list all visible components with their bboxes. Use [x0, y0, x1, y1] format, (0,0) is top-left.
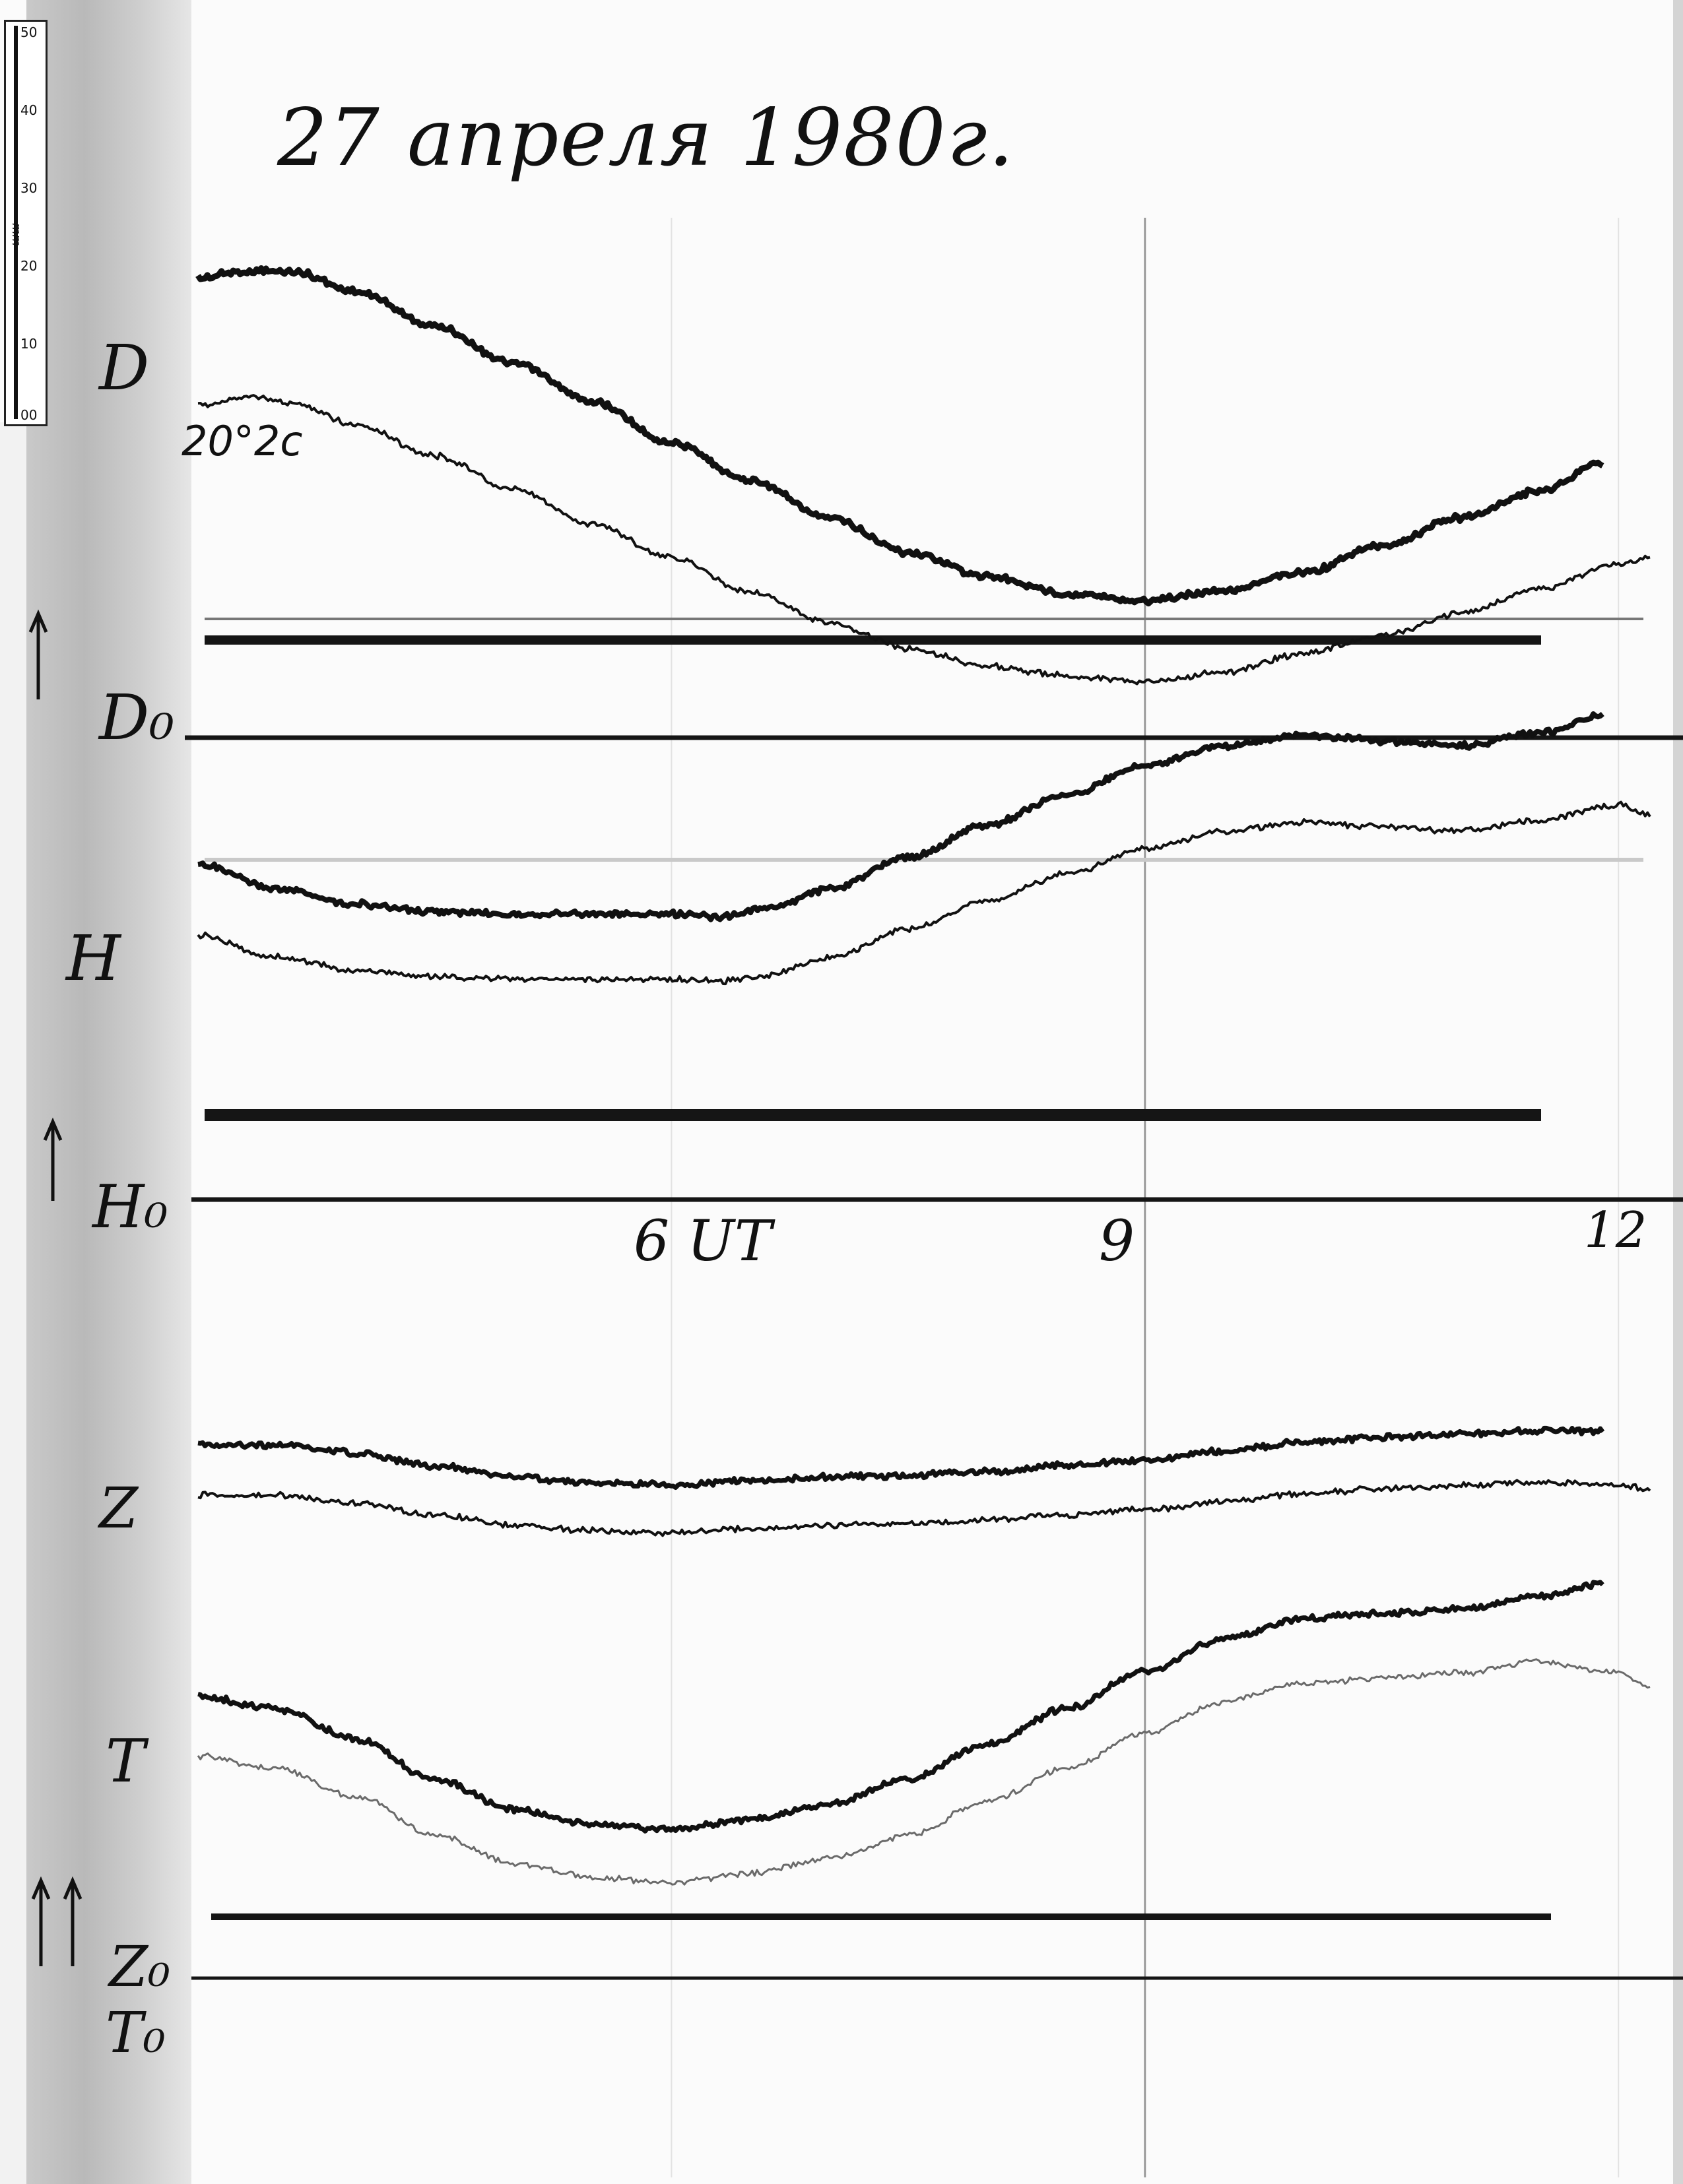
left-paper-edge	[0, 422, 26, 2184]
arrow-H-scale	[43, 1117, 63, 1201]
scale-annotation: 20°2c	[182, 417, 302, 465]
channel-label-D: D	[98, 332, 149, 404]
baselines	[185, 618, 1683, 1980]
traces	[195, 265, 1651, 1886]
trace-d	[195, 265, 1604, 607]
trace-h-second-trace	[197, 800, 1651, 986]
x-tick-label-9: 9	[1099, 1209, 1135, 1274]
right-paper-edge	[1673, 0, 1683, 2184]
scale-ruler: 50 40 30 20 10 00 mm	[4, 20, 48, 426]
trace-z-second-trace	[197, 1479, 1651, 1537]
x-tick-label-6: 6 UT	[634, 1209, 776, 1274]
left-film-strip	[26, 0, 191, 2184]
channel-label-Z: Z	[97, 1476, 139, 1541]
channel-label-T: T	[106, 1727, 149, 1796]
channel-label-H: H	[65, 922, 122, 995]
channel-label-H0: H₀	[91, 1172, 168, 1242]
trace-t	[197, 1580, 1604, 1834]
ruler-tick-50: 50	[20, 24, 38, 40]
channel-label-T0: T₀	[106, 2001, 166, 2066]
trace-z	[197, 1425, 1605, 1490]
ruler-bar	[14, 26, 18, 419]
ruler-tick-40: 40	[20, 102, 38, 118]
channel-label-Z0: Z₀	[107, 1935, 170, 2000]
chart-title: 27 апреля 1980г.	[277, 92, 1015, 184]
scale-arrows	[28, 609, 82, 1966]
trace-t-second-trace	[197, 1658, 1651, 1886]
ruler-tick-00: 00	[20, 407, 38, 423]
trace-h	[197, 711, 1604, 922]
ruler-tick-20: 20	[20, 258, 38, 274]
channel-label-D0: D₀	[98, 682, 174, 754]
arrow-D-scale	[28, 609, 48, 699]
x-tick-label-12: 12	[1584, 1201, 1647, 1259]
ruler-tick-30: 30	[20, 180, 38, 196]
chart-labels: D 20°2c D₀ H H₀ Z T Z₀ T₀ 6 UT 9 12	[65, 332, 1647, 2066]
arrow-Z-scale	[31, 1876, 51, 1966]
trace-d-second-trace	[197, 394, 1651, 686]
ruler-tick-10: 10	[20, 336, 38, 352]
arrow-T-scale	[63, 1876, 82, 1966]
